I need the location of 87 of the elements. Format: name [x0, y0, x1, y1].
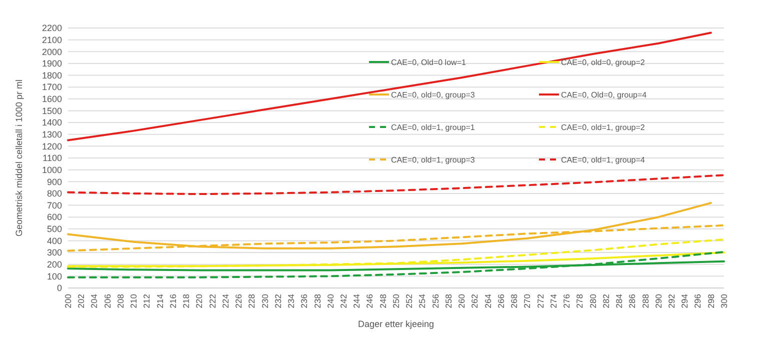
x-tick-label: 206 [102, 294, 112, 308]
legend-label: CAE=0, old=1, group=1 [391, 122, 476, 132]
x-tick-label: 210 [128, 294, 139, 308]
x-tick-label: 220 [194, 294, 204, 308]
x-tick-label: 300 [718, 294, 729, 308]
x-tick-label: 214 [154, 294, 165, 308]
line-series [67, 174, 725, 196]
x-tick-label: 212 [142, 294, 152, 308]
x-tick-label: 266 [496, 294, 506, 308]
y-tick-label: 2200 [42, 23, 62, 34]
x-tick-label: 234 [286, 294, 296, 308]
x-tick-label: 278 [574, 294, 585, 308]
x-tick-label: 294 [680, 294, 690, 308]
y-axis-title: Geometrisk middel celletall i 1000 pr ml [14, 79, 24, 237]
y-tick-label: 1700 [42, 82, 62, 92]
y-tick-label: 0 [56, 283, 62, 294]
y-tick-label: 1600 [42, 94, 62, 104]
y-tick-label: 1800 [42, 70, 62, 80]
y-tick-label: 700 [46, 200, 62, 210]
x-tick-label: 270 [522, 294, 532, 308]
legend-label: CAE=0, old=1, group=3 [391, 155, 476, 164]
y-tick-label: 900 [46, 176, 62, 187]
x-tick-label: 252 [404, 294, 414, 308]
x-tick-label: 288 [640, 294, 650, 308]
x-tick-label: 216 [168, 294, 178, 308]
x-tick-label: 296 [692, 294, 703, 308]
x-tick-label: 202 [76, 294, 86, 308]
y-tick-label: 1900 [42, 58, 62, 69]
x-tick-label: 268 [509, 294, 520, 308]
x-tick-label: 218 [181, 294, 192, 308]
y-tick-label: 1100 [42, 153, 62, 164]
line-series [67, 250, 725, 278]
x-tick-label: 298 [706, 294, 716, 308]
x-tick-label: 284 [614, 294, 624, 308]
x-tick-label: 256 [430, 294, 440, 308]
legend-label: CAE=0, old=1, group=4 [561, 155, 646, 164]
y-tick-label: 1000 [42, 164, 62, 175]
x-tick-label: 282 [600, 294, 611, 308]
y-tick-label: 500 [46, 224, 62, 234]
x-tick-label: 286 [627, 294, 638, 308]
x-tick-label: 240 [325, 294, 336, 308]
x-tick-label: 228 [246, 294, 257, 308]
x-tick-label: 250 [390, 294, 401, 308]
x-tick-label: 258 [443, 294, 454, 308]
x-tick-label: 232 [272, 294, 283, 308]
legend-label: CAE=0, old=1, group=2 [561, 122, 646, 132]
x-tick-label: 274 [548, 294, 558, 308]
legend-label: CAE=0, Old=0 low=1 [391, 58, 466, 67]
x-tick-label: 222 [207, 294, 218, 308]
y-tick-label: 300 [46, 248, 62, 258]
y-tick-label: 400 [46, 236, 62, 246]
x-tick-label: 242 [338, 294, 348, 308]
x-tick-label: 244 [352, 294, 362, 308]
y-tick-label: 1200 [42, 141, 62, 152]
x-tick-label: 264 [482, 294, 493, 308]
x-tick-label: 230 [260, 294, 270, 308]
y-tick-label: 600 [46, 212, 62, 222]
y-tick-label: 2100 [42, 34, 62, 45]
y-tick-label: 1500 [42, 106, 62, 116]
legend-label: CAE=0, old=0, group=3 [391, 90, 476, 100]
x-tick-label: 280 [588, 294, 598, 308]
y-tick-label: 2000 [42, 46, 62, 57]
x-tick-label: 276 [562, 294, 572, 308]
x-tick-label: 226 [234, 294, 244, 308]
x-tick-label: 200 [62, 294, 73, 308]
x-tick-label: 248 [378, 294, 388, 308]
legend-label: CAE=0, old=0, group=2 [561, 58, 646, 67]
line-series [67, 32, 712, 142]
y-tick-label: 800 [46, 188, 62, 199]
x-tick-label: 208 [115, 294, 126, 308]
x-axis-title: Dager etter kjeeing [358, 319, 434, 329]
x-tick-label: 238 [312, 294, 322, 308]
x-tick-label: 254 [417, 294, 428, 308]
x-tick-label: 272 [535, 294, 546, 308]
x-tick-label: 224 [220, 294, 230, 308]
x-tick-label: 204 [89, 294, 100, 308]
legend-label: CAE=0, Old=0, group=4 [561, 90, 648, 100]
x-tick-label: 262 [470, 294, 480, 308]
x-tick-label: 236 [299, 294, 310, 308]
x-tick-label: 246 [364, 294, 375, 308]
x-tick-label: 290 [653, 294, 664, 308]
x-tick-label: 260 [456, 294, 467, 308]
y-tick-label: 1300 [42, 130, 62, 140]
y-tick-label: 1400 [42, 118, 62, 128]
x-tick-label: 292 [666, 294, 676, 308]
y-tick-label: 100 [46, 271, 62, 282]
y-tick-label: 200 [46, 260, 62, 270]
